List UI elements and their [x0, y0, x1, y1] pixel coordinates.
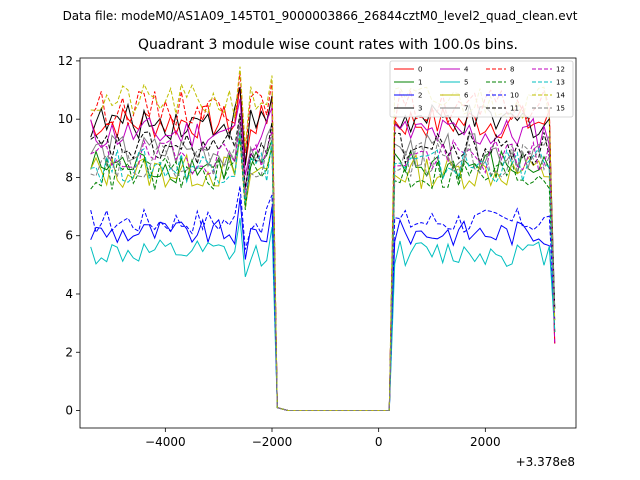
legend-label-4: 4: [464, 66, 469, 74]
data-file-suptitle: Data file: modeM0/AS1A09_145T01_90000038…: [63, 9, 578, 23]
plot-area: [90, 66, 556, 411]
legend-label-9: 9: [510, 79, 514, 87]
legend-label-10: 10: [510, 92, 519, 100]
legend-label-3: 3: [418, 105, 422, 113]
legend-label-0: 0: [418, 66, 422, 74]
x-tick-label: −2000: [252, 435, 293, 449]
legend-label-2: 2: [418, 92, 422, 100]
y-tick-label: 10: [58, 112, 73, 126]
y-tick-label: 4: [65, 287, 73, 301]
series-line-9: [90, 139, 556, 411]
y-tick-label: 12: [58, 54, 73, 68]
series-line-11: [90, 113, 556, 411]
x-offset-label: +3.378e8: [516, 455, 575, 469]
series-line-5: [90, 218, 556, 411]
legend-label-1: 1: [418, 79, 422, 87]
y-tick-label: 2: [65, 345, 73, 359]
series-line-6: [90, 136, 556, 411]
y-tick-label: 0: [65, 404, 73, 418]
x-tick-label: 0: [375, 435, 383, 449]
series-line-15: [90, 124, 556, 411]
legend-label-7: 7: [464, 105, 468, 113]
legend-label-15: 15: [556, 105, 565, 113]
series-line-10: [90, 186, 556, 411]
plot-frame: [79, 57, 577, 429]
x-tick-label: −4000: [145, 435, 186, 449]
x-axis: −4000 −2000 0 2000: [145, 428, 501, 449]
legend-label-8: 8: [510, 66, 514, 74]
series-line-0: [90, 87, 556, 411]
legend-label-6: 6: [464, 92, 469, 100]
legend-label-13: 13: [556, 79, 565, 87]
y-axis: 0 2 4 6 8 10 12: [58, 54, 80, 418]
y-tick-label: 8: [65, 170, 73, 184]
chart-title: Quadrant 3 module wise count rates with …: [138, 37, 518, 53]
x-tick-label: 2000: [470, 435, 501, 449]
legend-label-5: 5: [464, 79, 468, 87]
series-line-2: [90, 197, 556, 411]
legend-label-14: 14: [556, 92, 565, 100]
legend-box: [389, 60, 574, 118]
series-line-3: [90, 86, 556, 411]
legend-label-11: 11: [510, 105, 519, 113]
series-line-4: [90, 98, 556, 411]
legend-label-12: 12: [556, 66, 565, 74]
y-tick-label: 6: [65, 229, 73, 243]
